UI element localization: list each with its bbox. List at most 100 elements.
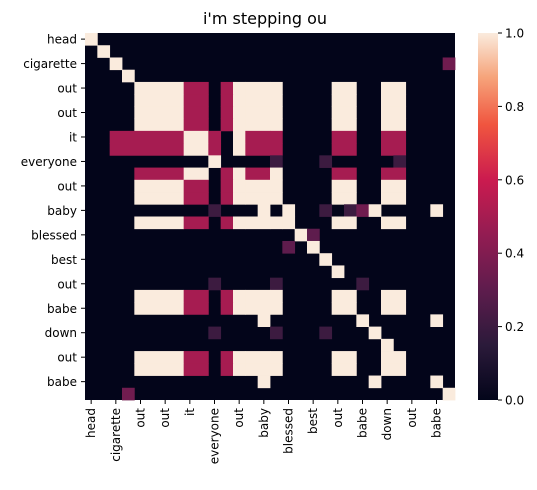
y-tick-label: out	[57, 106, 77, 120]
heatmap-cell	[319, 326, 333, 340]
x-tick-label: out	[232, 408, 246, 428]
colorbar-ticks: 0.0 0.2 0.4 0.6 0.8 1.0	[498, 27, 524, 408]
heatmap-cell	[183, 179, 209, 193]
heatmap-cell	[122, 69, 135, 83]
heatmap-cell	[270, 192, 283, 205]
heatmap-cell	[245, 167, 271, 181]
heatmap-cell	[183, 167, 209, 181]
heatmap-cell	[319, 253, 333, 266]
heatmap-cell	[233, 81, 246, 95]
heatmap-cell	[233, 106, 246, 120]
heatmap-cell	[208, 326, 222, 340]
heatmap-cell	[368, 204, 382, 217]
heatmap-cell	[220, 167, 234, 181]
heatmap-cell	[381, 130, 407, 144]
heatmap-cell	[220, 179, 234, 193]
heatmap-cell	[294, 228, 308, 242]
heatmap-cell	[381, 289, 407, 303]
y-axis: head cigarette out out it everyone out baby bles…	[21, 33, 85, 389]
heatmap-cell	[183, 118, 209, 132]
heatmap-cell	[430, 204, 444, 217]
heatmap-cell	[245, 363, 271, 376]
y-tick-label: everyone	[21, 155, 77, 169]
heatmap-cell	[282, 240, 296, 254]
heatmap-cell	[331, 130, 357, 144]
heatmap-cell	[381, 81, 407, 95]
heatmap-cell	[270, 143, 283, 156]
heatmap-cell	[270, 94, 283, 107]
heatmap-cell	[245, 179, 271, 193]
heatmap-cell	[270, 118, 283, 132]
heatmap-cell	[319, 204, 333, 217]
heatmap-cell	[331, 265, 345, 279]
y-tick-label: blessed	[31, 228, 77, 242]
heatmap-cells	[85, 33, 456, 401]
heatmap-cell	[134, 94, 185, 107]
heatmap-cell	[257, 204, 271, 217]
heatmap-cell	[381, 179, 407, 193]
heatmap-cell	[393, 155, 407, 168]
heatmap-cell	[134, 216, 185, 230]
heatmap-cell	[233, 94, 246, 107]
heatmap-cell	[134, 302, 185, 315]
heatmap-cell	[134, 289, 185, 303]
heatmap-cell	[270, 130, 283, 144]
heatmap-cell	[331, 106, 357, 120]
heatmap-cell	[134, 167, 185, 181]
heatmap-cell	[356, 204, 370, 217]
x-tick-label: best	[306, 408, 320, 434]
heatmap-cell	[220, 302, 234, 315]
heatmap-cell	[183, 302, 209, 315]
heatmap-cell	[109, 130, 185, 144]
heatmap-cell	[270, 277, 283, 291]
heatmap-cell	[245, 106, 271, 120]
heatmap-cell	[245, 302, 271, 315]
heatmap-cell	[220, 363, 234, 376]
heatmap-cell	[331, 179, 357, 193]
heatmap-cell	[257, 314, 271, 327]
heatmap-cell	[368, 375, 382, 389]
colorbar-tick-label: 0.6	[505, 173, 524, 187]
x-tick-label: babe	[430, 408, 444, 438]
heatmap-cell	[344, 204, 357, 217]
heatmap-cell	[270, 351, 283, 364]
heatmap-cell	[331, 351, 357, 364]
heatmap-cell	[381, 338, 394, 352]
x-tick-label: cigarette	[109, 408, 123, 462]
heatmap-cell	[381, 94, 407, 107]
heatmap-cell	[233, 167, 246, 181]
heatmap-cell	[109, 57, 123, 71]
heatmap-cell	[381, 351, 407, 364]
heatmap-cell	[183, 143, 209, 156]
heatmap-cell	[307, 240, 320, 254]
heatmap-cell	[220, 81, 234, 95]
heatmap-cell	[331, 192, 357, 205]
heatmap-cell	[442, 387, 456, 401]
heatmap-cell	[233, 118, 246, 132]
heatmap-cell	[233, 363, 246, 376]
heatmap-cell	[381, 167, 407, 181]
heatmap-cell	[233, 302, 246, 315]
heatmap-cell	[134, 106, 185, 120]
x-tick-label: everyone	[208, 408, 222, 464]
heatmap-cell	[233, 192, 246, 205]
heatmap-cell	[270, 106, 283, 120]
heatmap-cell	[430, 375, 444, 389]
heatmap-cell	[134, 81, 185, 95]
heatmap-cell	[331, 289, 357, 303]
heatmap-cell	[381, 118, 407, 132]
heatmap-cell	[245, 81, 271, 95]
x-tick-label: out	[331, 408, 345, 428]
heatmap-cell	[208, 155, 222, 168]
heatmap-cell	[430, 314, 444, 327]
heatmap-cell	[233, 179, 246, 193]
heatmap-cell	[319, 155, 333, 168]
colorbar-gradient	[478, 33, 498, 400]
chart-title: i'm stepping ou	[203, 9, 327, 28]
heatmap-cell	[183, 192, 209, 205]
heatmap-cell	[183, 94, 209, 107]
y-tick-label: out	[57, 82, 77, 96]
y-tick-label: best	[51, 253, 77, 267]
